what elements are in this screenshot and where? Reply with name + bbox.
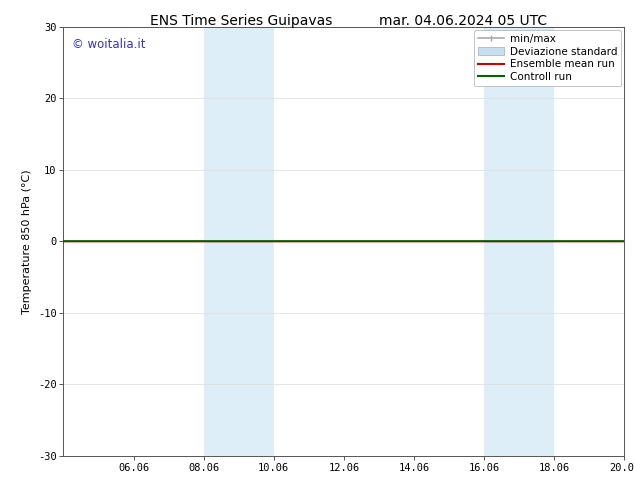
Legend: min/max, Deviazione standard, Ensemble mean run, Controll run: min/max, Deviazione standard, Ensemble m… bbox=[474, 30, 621, 86]
Text: © woitalia.it: © woitalia.it bbox=[72, 38, 145, 50]
Y-axis label: Temperature 850 hPa (°C): Temperature 850 hPa (°C) bbox=[22, 169, 32, 314]
Bar bbox=[204, 27, 274, 456]
Text: ENS Time Series Guipavas: ENS Time Series Guipavas bbox=[150, 14, 332, 28]
Text: mar. 04.06.2024 05 UTC: mar. 04.06.2024 05 UTC bbox=[378, 14, 547, 28]
Bar bbox=[484, 27, 554, 456]
